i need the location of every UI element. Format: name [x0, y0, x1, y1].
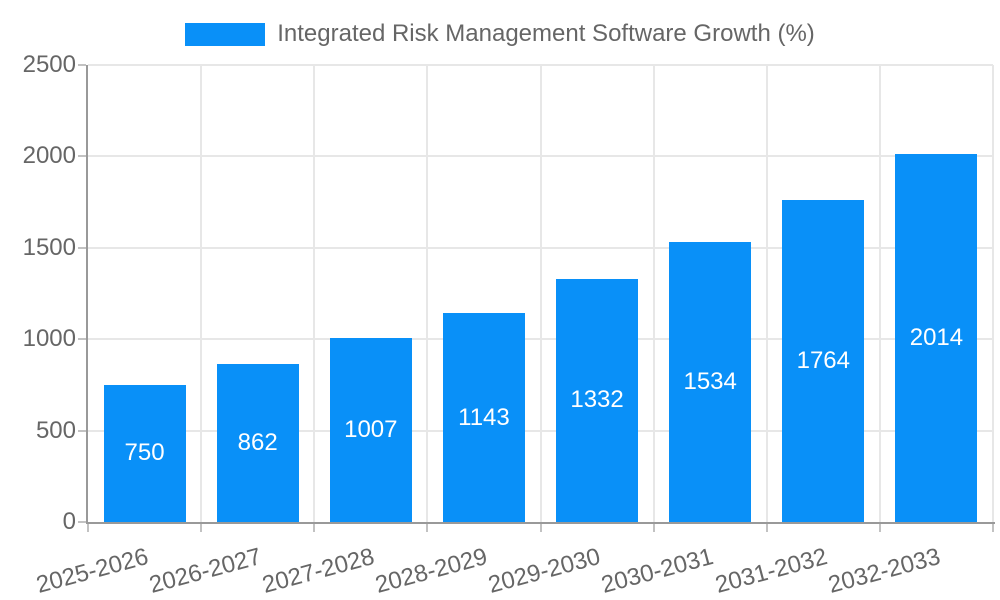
x-axis-tick-label-text: 2032-2033 [825, 543, 943, 599]
y-axis-tick [78, 429, 86, 432]
y-axis-line [86, 65, 88, 524]
x-axis-tick [200, 524, 203, 532]
y-axis-tick-label: 2000 [22, 142, 76, 170]
bar-value-label: 1764 [796, 346, 850, 374]
y-axis-tick-label: 0 [62, 508, 76, 535]
legend[interactable]: Integrated Risk Management Software Grow… [0, 16, 1000, 52]
gridline-vertical [313, 65, 316, 522]
x-axis-tick [313, 524, 316, 532]
bar[interactable]: 1764 [782, 199, 865, 522]
y-axis-tick-label: 2500 [22, 51, 76, 78]
gridline-vertical [992, 65, 994, 522]
bar-value-label: 862 [237, 429, 278, 457]
x-axis-tick [992, 524, 994, 532]
y-axis-tick [78, 521, 86, 523]
gridline-vertical [200, 65, 203, 522]
bar[interactable]: 2014 [895, 153, 978, 522]
x-axis-tick [87, 524, 89, 532]
y-axis-tick-label: 1000 [22, 325, 76, 353]
x-axis-tick-label: 2032-2033 [686, 543, 943, 599]
y-axis-tick [78, 64, 86, 66]
y-axis-tick-label: 500 [35, 416, 76, 444]
gridline-vertical [878, 65, 881, 522]
x-axis-tick [878, 524, 881, 532]
x-axis-tick [652, 524, 655, 532]
bar-value-label: 1143 [458, 403, 510, 431]
x-axis-tick [426, 524, 429, 532]
plot-area: 750 862 1007 1143 1332 1534 1764 2014 [88, 64, 994, 522]
y-axis-tick [78, 338, 86, 341]
bar-value-label: 1007 [344, 415, 398, 443]
legend-swatch-icon [185, 22, 266, 46]
gridline-vertical [765, 65, 768, 522]
legend-label: Integrated Risk Management Software Grow… [277, 20, 815, 47]
bar[interactable]: 1007 [329, 337, 412, 522]
gridline-vertical [426, 65, 429, 522]
bar[interactable]: 862 [216, 364, 299, 522]
gridline-vertical [652, 65, 655, 522]
bar[interactable]: 1332 [556, 278, 639, 522]
x-axis-tick [765, 524, 768, 532]
y-axis-tick-label: 1500 [22, 233, 76, 261]
x-axis-line [86, 522, 995, 524]
bar[interactable]: 750 [103, 384, 186, 522]
bar[interactable]: 1534 [669, 241, 752, 522]
y-axis-tick [78, 155, 86, 158]
bar[interactable]: 1143 [442, 313, 525, 522]
bar-value-label: 1332 [570, 386, 624, 414]
x-axis-tick [539, 524, 542, 532]
bar-value-label: 1534 [683, 367, 737, 395]
y-axis-tick [78, 246, 86, 249]
gridline-vertical [539, 65, 542, 522]
bar-value-label: 2014 [909, 323, 964, 351]
bar-value-label: 750 [124, 439, 165, 467]
